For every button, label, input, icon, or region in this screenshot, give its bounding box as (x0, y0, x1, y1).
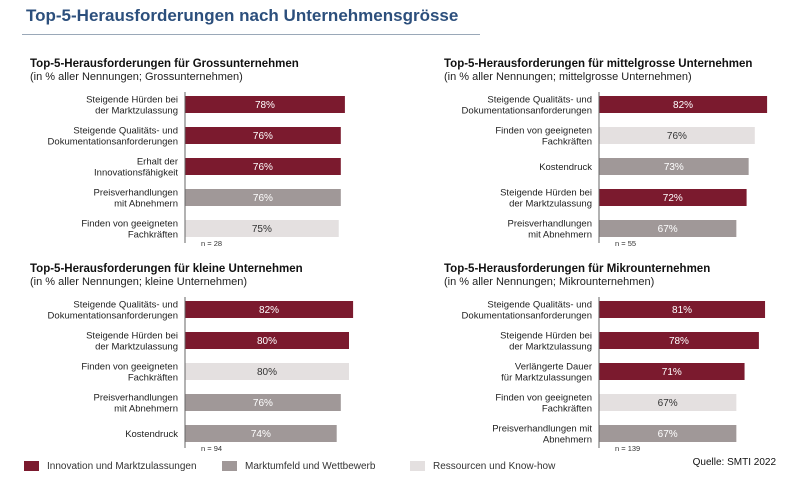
chart-subtitle: (in % aller Nennungen; Mikrounternehmen) (444, 276, 655, 288)
bar-value-label: 72% (663, 193, 683, 204)
bar (185, 332, 349, 349)
sample-size-label: n = 94 (201, 444, 222, 453)
category-label: Finden von geeigneten Fachkräften (495, 393, 592, 415)
category-label: Steigende Hürden bei der Marktzulassung (86, 95, 178, 117)
bar-value-label: 82% (673, 100, 693, 111)
bar (599, 127, 755, 144)
chart-title: Top-5-Herausforderungen für kleine Unter… (30, 263, 303, 275)
bar (599, 301, 766, 318)
bar (185, 189, 341, 206)
bar-value-label: 78% (255, 100, 275, 111)
bar-chart: 82% Steigende Qualitäts- und Dokumentation… (48, 297, 354, 453)
chart-title: Top-5-Herausforderungen für Mikrounterne… (444, 263, 711, 275)
chart-subtitle: (in % aller Nennungen; Grossunternehmen) (30, 71, 243, 83)
title-divider (22, 34, 480, 35)
bar (599, 425, 737, 442)
bar-value-label: 71% (662, 367, 682, 378)
chart-title: Top-5-Herausforderungen für mittelgrosse… (444, 58, 753, 70)
legend-label: Marktumfeld und Wettbewerb (245, 460, 376, 472)
bar-value-label: 76% (253, 398, 273, 409)
bar (599, 363, 745, 380)
bar-value-label: 67% (658, 429, 678, 440)
chart-subtitle: (in % aller Nennungen; kleine Unternehme… (30, 276, 248, 288)
bar-value-label: 80% (257, 367, 277, 378)
category-label: Finden von geeigneten Fachkräften (81, 362, 178, 384)
bar (599, 189, 747, 206)
bar-value-label: 76% (253, 131, 273, 142)
bar-value-label: 74% (251, 429, 271, 440)
category-label: Preisverhandlungen mit Abnehmern (93, 188, 178, 210)
chart-panel-mikrounternehmen: Top-5-Herausforderungen für Mikrounterne… (444, 263, 766, 463)
bar-chart: 78% Steigende Hürden bei der Marktzulassun… (48, 92, 345, 248)
sample-size-label: n = 28 (201, 239, 222, 248)
category-label: Steigende Hürden bei der Marktzulassung (500, 331, 592, 353)
category-label: Steigende Hürden bei der Marktzulassung (86, 331, 178, 353)
bar-value-label: 80% (257, 336, 277, 347)
bar (599, 332, 759, 349)
bar (599, 220, 737, 237)
legend-item-ressourcen: Ressourcen und Know-how (410, 459, 555, 473)
bar-value-label: 76% (253, 162, 273, 173)
bar-value-label: 73% (664, 162, 684, 173)
category-label: Preisverhandlungen mit Abnehmern (93, 393, 178, 415)
bar (185, 394, 341, 411)
legend-item-markt: Marktumfeld und Wettbewerb (222, 459, 375, 473)
bar (185, 425, 337, 442)
bar (599, 394, 737, 411)
category-label: Steigende Qualitäts- und Dokumentationsan… (48, 126, 178, 148)
bar-chart: 82% Steigende Qualitäts- und Dokumentation… (462, 92, 768, 248)
category-label: Kostendruck (125, 429, 178, 440)
category-label: Kostendruck (539, 162, 592, 173)
chart-panel-mittelgrosse-unternehmen: Top-5-Herausforderungen für mittelgrosse… (444, 58, 768, 258)
bar-value-label: 67% (658, 398, 678, 409)
sample-size-label: n = 55 (615, 239, 636, 248)
category-label: Finden von geeigneten Fachkräften (495, 126, 592, 148)
bar-value-label: 76% (667, 131, 687, 142)
bar (185, 96, 345, 113)
category-label: Preisverhandlungen mit Abnehmern (492, 424, 592, 446)
bar-value-label: 82% (259, 305, 279, 316)
category-label: Erhalt der Innovationsfähigkeit (94, 157, 178, 179)
bar (185, 363, 349, 380)
bar-value-label: 81% (672, 305, 692, 316)
bar-value-label: 78% (669, 336, 689, 347)
category-label: Steigende Hürden bei der Marktzulassung (500, 188, 592, 210)
bar (185, 301, 354, 318)
legend-label: Ressourcen und Know-how (433, 460, 556, 472)
category-label: Steigende Qualitäts- und Dokumentationsan… (48, 300, 178, 322)
source-note: Quelle: SMTI 2022 (692, 457, 776, 468)
bar (599, 96, 768, 113)
bar-value-label: 75% (252, 224, 272, 235)
chart-panel-kleine-unternehmen: Top-5-Herausforderungen für kleine Unter… (30, 263, 354, 463)
legend-swatch (24, 461, 39, 471)
legend-swatch (410, 461, 425, 471)
bar (599, 158, 749, 175)
category-label: Steigende Qualitäts- und Dokumentationsan… (462, 300, 592, 322)
bar-value-label: 67% (658, 224, 678, 235)
bar-value-label: 76% (253, 193, 273, 204)
bar (185, 220, 339, 237)
bar (185, 158, 341, 175)
legend-swatch (222, 461, 237, 471)
legend-item-innovation: Innovation und Marktzulassungen (24, 459, 197, 473)
sample-size-label: n = 139 (615, 444, 640, 453)
category-label: Verlängerte Dauer für Marktzulassungen (501, 362, 592, 384)
category-label: Preisverhandlungen mit Abnehmern (507, 219, 592, 241)
category-label: Finden von geeigneten Fachkräften (81, 219, 178, 241)
bar-chart: 81% Steigende Qualitäts- und Dokumentation… (462, 297, 766, 453)
chart-title: Top-5-Herausforderungen für Grossunterne… (30, 58, 299, 70)
category-label: Steigende Qualitäts- und Dokumentationsan… (462, 95, 592, 117)
legend-label: Innovation und Marktzulassungen (47, 460, 197, 472)
page-title: Top-5-Herausforderungen nach Unternehmen… (26, 6, 459, 25)
bar (185, 127, 341, 144)
chart-panel-grossunternehmen: Top-5-Herausforderungen für Grossunterne… (30, 58, 350, 258)
chart-subtitle: (in % aller Nennungen; mittelgrosse Unte… (444, 71, 692, 83)
